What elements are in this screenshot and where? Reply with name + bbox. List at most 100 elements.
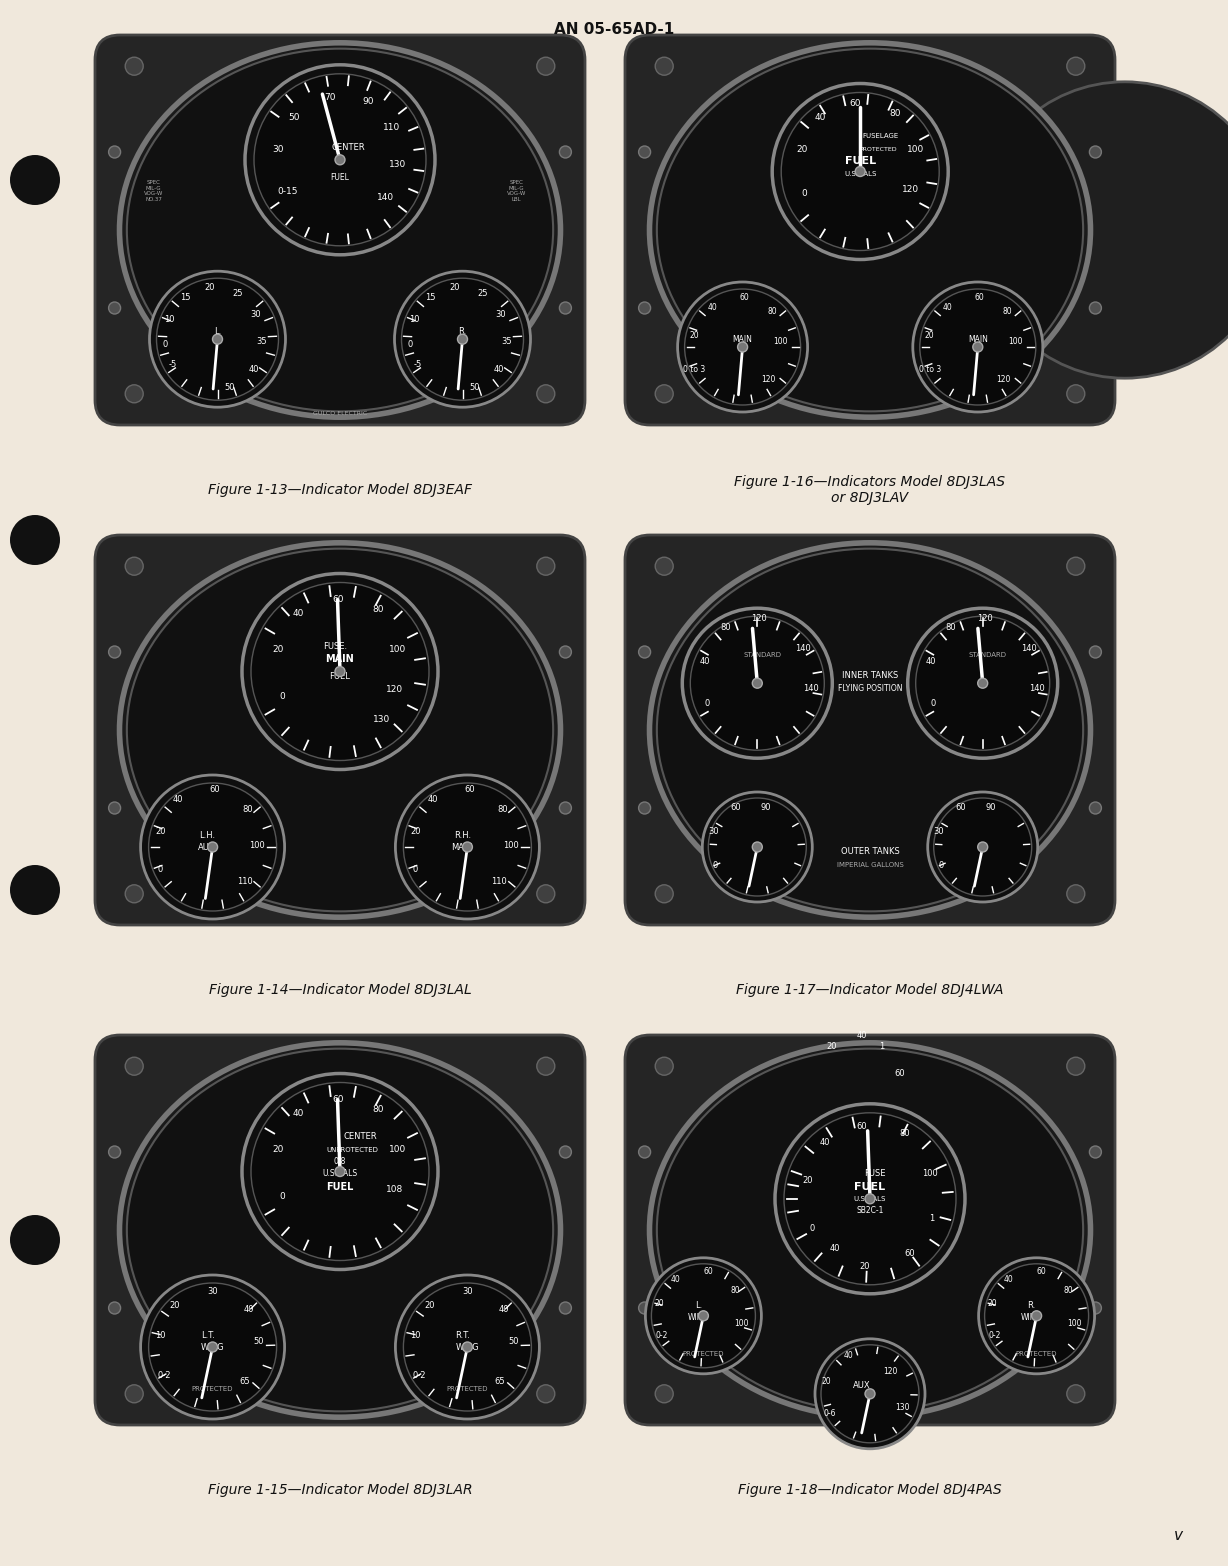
Circle shape <box>125 385 144 402</box>
Text: 20: 20 <box>826 1043 837 1051</box>
Text: 40: 40 <box>857 1030 867 1040</box>
Text: 40: 40 <box>700 656 711 666</box>
Text: -5: -5 <box>414 360 421 368</box>
Circle shape <box>639 146 651 158</box>
Circle shape <box>1067 1057 1084 1076</box>
Text: 60: 60 <box>333 595 344 604</box>
Circle shape <box>108 1146 120 1157</box>
Text: 0-2: 0-2 <box>158 1370 172 1380</box>
Circle shape <box>10 155 60 205</box>
Text: 20: 20 <box>860 1262 871 1272</box>
Circle shape <box>251 1082 429 1261</box>
Text: MAIN: MAIN <box>452 843 473 852</box>
Text: Figure 1-17—Indicator Model 8DJ4LWA: Figure 1-17—Indicator Model 8DJ4LWA <box>737 983 1003 998</box>
Circle shape <box>639 647 651 658</box>
Circle shape <box>404 783 532 911</box>
Text: 20: 20 <box>822 1378 831 1386</box>
Text: CENTER: CENTER <box>332 144 365 152</box>
Circle shape <box>537 1384 555 1403</box>
Text: 20: 20 <box>449 283 459 291</box>
Text: 60: 60 <box>975 293 985 302</box>
Circle shape <box>242 573 438 769</box>
Text: STANDARD: STANDARD <box>743 651 781 658</box>
Text: 0: 0 <box>408 340 413 349</box>
Circle shape <box>912 282 1043 412</box>
Text: FUEL: FUEL <box>855 1182 885 1192</box>
Text: 0 to 3: 0 to 3 <box>684 365 706 374</box>
Text: FUEL: FUEL <box>329 672 350 681</box>
Circle shape <box>208 1342 217 1351</box>
Circle shape <box>108 302 120 315</box>
Circle shape <box>639 302 651 315</box>
Text: 20: 20 <box>410 827 421 836</box>
Circle shape <box>537 385 555 402</box>
Text: IMPERIAL GALLONS: IMPERIAL GALLONS <box>836 861 904 868</box>
Text: AUX: AUX <box>853 1381 871 1391</box>
Circle shape <box>125 1057 144 1076</box>
Circle shape <box>815 1339 925 1449</box>
Text: 80: 80 <box>242 805 253 813</box>
Text: 40: 40 <box>1003 1275 1013 1284</box>
Text: 40: 40 <box>427 794 437 803</box>
Text: 90: 90 <box>760 802 770 811</box>
Text: WING: WING <box>688 1314 709 1322</box>
Text: Figure 1-13—Indicator Model 8DJ3EAF: Figure 1-13—Indicator Model 8DJ3EAF <box>208 482 472 496</box>
Circle shape <box>395 1275 539 1419</box>
Text: GULCO ELECTRIC: GULCO ELECTRIC <box>313 410 367 417</box>
Text: -5: -5 <box>168 360 177 368</box>
Text: 20: 20 <box>797 146 808 153</box>
Text: SB2C-1: SB2C-1 <box>856 1206 884 1215</box>
Text: INNER TANKS: INNER TANKS <box>842 670 898 680</box>
Circle shape <box>976 81 1228 379</box>
Circle shape <box>1089 1146 1102 1157</box>
Text: 60: 60 <box>729 802 740 811</box>
Circle shape <box>699 1311 709 1320</box>
Text: v: v <box>1174 1528 1183 1544</box>
Circle shape <box>560 1301 571 1314</box>
Circle shape <box>973 341 982 352</box>
Text: 30: 30 <box>933 827 944 836</box>
Text: 30: 30 <box>709 827 718 836</box>
Circle shape <box>656 557 673 575</box>
Text: 15: 15 <box>425 293 436 302</box>
Text: 60: 60 <box>704 1267 713 1276</box>
Circle shape <box>560 146 571 158</box>
Circle shape <box>656 58 673 75</box>
Circle shape <box>10 1215 60 1265</box>
Text: 140: 140 <box>1020 644 1036 653</box>
Text: 25: 25 <box>478 288 488 298</box>
Text: 100: 100 <box>1008 338 1023 346</box>
Circle shape <box>783 1113 957 1284</box>
Text: 60: 60 <box>333 1095 344 1104</box>
Circle shape <box>149 783 276 911</box>
Text: 50: 50 <box>289 113 300 122</box>
Text: 0: 0 <box>158 864 163 874</box>
Text: 0-2: 0-2 <box>656 1331 668 1340</box>
Circle shape <box>775 1104 965 1294</box>
Text: 0: 0 <box>163 340 168 349</box>
Text: 0: 0 <box>802 189 807 197</box>
Circle shape <box>1067 885 1084 904</box>
Text: 100: 100 <box>503 841 519 849</box>
Circle shape <box>656 1057 673 1076</box>
Text: 40: 40 <box>707 302 717 312</box>
Text: 110: 110 <box>383 124 400 132</box>
Text: 20: 20 <box>655 1300 664 1308</box>
Text: 10: 10 <box>409 315 420 324</box>
Text: R.: R. <box>458 327 467 335</box>
Circle shape <box>125 58 144 75</box>
Text: 0-2: 0-2 <box>989 1331 1001 1340</box>
Ellipse shape <box>119 42 560 417</box>
Text: 80: 80 <box>731 1286 740 1295</box>
Text: 1: 1 <box>879 1043 884 1051</box>
Circle shape <box>537 1057 555 1076</box>
Circle shape <box>125 885 144 904</box>
Text: Figure 1-18—Indicator Model 8DJ4PAS: Figure 1-18—Indicator Model 8DJ4PAS <box>738 1483 1002 1497</box>
Ellipse shape <box>119 543 560 918</box>
Circle shape <box>458 334 468 345</box>
Circle shape <box>463 843 473 852</box>
Circle shape <box>242 1074 438 1270</box>
Circle shape <box>560 302 571 315</box>
Text: WING: WING <box>201 1342 225 1351</box>
Circle shape <box>920 290 1035 406</box>
